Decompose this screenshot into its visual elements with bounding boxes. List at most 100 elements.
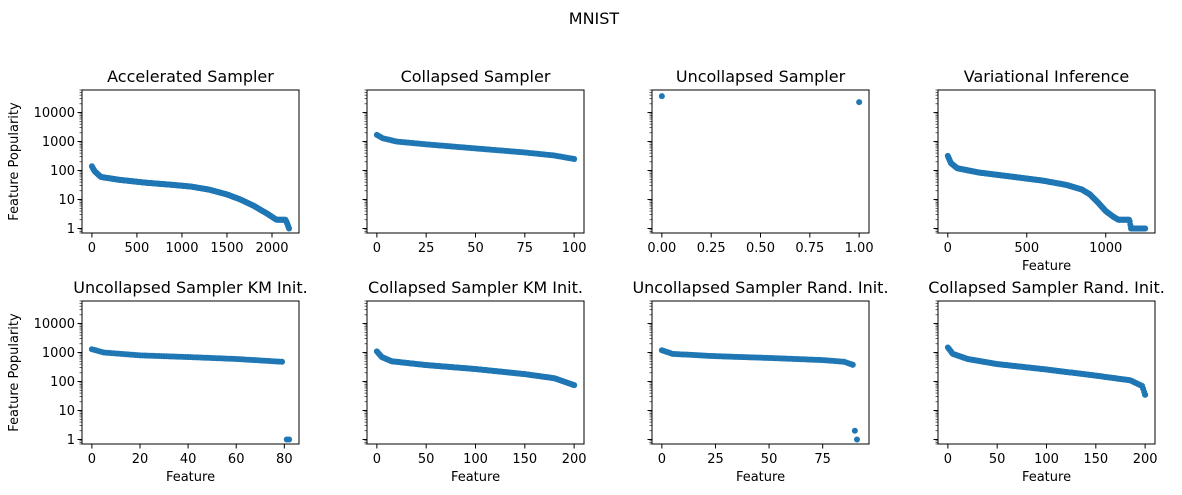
y-tick-label: 1000 [42, 135, 75, 150]
x-tick-label: 60 [228, 452, 245, 467]
x-tick-label: 0 [373, 241, 381, 256]
data-point [851, 427, 858, 434]
x-tick-label: 75 [814, 452, 831, 467]
subplot-7: Uncollapsed Sampler Rand. Init. 0 25 50 75 Fe… [632, 278, 888, 485]
axes-frame [81, 89, 300, 234]
x-tick-label: 40 [180, 452, 197, 467]
x-tick-label: 200 [1133, 452, 1158, 467]
x-tick-label: 25 [418, 241, 435, 256]
x-tick-label: 0 [944, 452, 952, 467]
x-tick-label: 2000 [255, 241, 288, 256]
x-tick-label: 80 [276, 452, 293, 467]
x-tick-label: 25 [707, 452, 724, 467]
data-point [658, 93, 665, 100]
x-tick-label: 50 [467, 241, 484, 256]
data-points [88, 163, 293, 232]
subplot-title: Accelerated Sampler [107, 67, 274, 86]
data-point [853, 436, 860, 443]
x-axis-label: Feature [736, 470, 785, 485]
y-tick-label: 10 [58, 193, 75, 208]
subplot-title: Uncollapsed Sampler [676, 67, 846, 86]
axes-frame [651, 300, 870, 445]
subplot-6: Collapsed Sampler KM Init. 0 50 100 150 200 Fe… [362, 278, 587, 485]
axes-frame [81, 300, 300, 445]
x-tick-label: 1000 [1089, 241, 1122, 256]
x-tick-label: 75 [517, 241, 534, 256]
x-tick-label: 0.50 [746, 241, 775, 256]
x-tick-label: 0 [373, 452, 381, 467]
data-point [286, 225, 293, 232]
data-points [658, 93, 863, 106]
x-tick-label: 150 [512, 452, 537, 467]
x-axis-label: Feature [1022, 259, 1071, 274]
x-tick-label: 0.75 [795, 241, 824, 256]
x-tick-label: 1.00 [845, 241, 874, 256]
data-point [856, 99, 863, 106]
x-tick-label: 50 [761, 452, 778, 467]
data-point [571, 156, 578, 162]
x-tick-label: 150 [1083, 452, 1108, 467]
data-point [849, 361, 856, 368]
subplot-4: Variational Inference 0 500 1000 Feature [933, 67, 1156, 274]
subplot-title: Collapsed Sampler Rand. Init. [928, 278, 1165, 297]
data-points [944, 152, 1149, 232]
data-points [944, 344, 1149, 398]
data-points [658, 347, 860, 443]
axes-frame [937, 89, 1156, 234]
subplot-8: Collapsed Sampler Rand. Init. 0 50 100 150 20… [928, 278, 1165, 485]
subplot-title: Variational Inference [964, 67, 1130, 86]
data-points [88, 346, 293, 443]
data-point [571, 382, 578, 389]
y-tick-label: 10000 [34, 106, 75, 121]
y-axis-label: Feature Popularity [7, 313, 22, 432]
subplot-title: Uncollapsed Sampler Rand. Init. [632, 278, 888, 297]
data-point [1142, 225, 1149, 232]
x-tick-label: 0.00 [647, 241, 676, 256]
subplot-2: Collapsed Sampler 0 25 50 75 100 [362, 67, 587, 256]
y-tick-label: 1 [67, 433, 75, 448]
x-tick-label: 0.25 [697, 241, 726, 256]
x-tick-label: 0 [944, 241, 952, 256]
y-tick-label: 1000 [42, 346, 75, 361]
x-tick-label: 100 [562, 241, 587, 256]
x-tick-label: 1500 [210, 241, 243, 256]
subplot-1: Accelerated Sampler 1 10 100 1000 10000 0 500 10… [7, 67, 300, 256]
figure-suptitle: MNIST [569, 9, 620, 28]
axes-frame [651, 89, 870, 234]
x-tick-label: 50 [989, 452, 1006, 467]
x-tick-label: 100 [463, 452, 488, 467]
y-tick-label: 100 [50, 164, 75, 179]
y-tick-label: 100 [50, 375, 75, 390]
data-point [286, 436, 293, 443]
axes-frame [937, 300, 1156, 445]
data-points [373, 348, 578, 389]
data-points [373, 131, 578, 162]
x-tick-label: 500 [1014, 241, 1039, 256]
x-tick-label: 20 [132, 452, 149, 467]
x-axis-label: Feature [166, 470, 215, 485]
y-axis-label: Feature Popularity [7, 102, 22, 221]
subplot-5: Uncollapsed Sampler KM Init. 1 10 100 1000 10… [7, 278, 308, 485]
axes-frame [366, 300, 585, 445]
x-tick-label: 100 [1034, 452, 1059, 467]
axes-frame [366, 89, 585, 234]
x-tick-label: 0 [88, 241, 96, 256]
x-tick-label: 200 [562, 452, 587, 467]
x-tick-label: 50 [418, 452, 435, 467]
subplot-title: Collapsed Sampler [401, 67, 551, 86]
x-tick-label: 0 [658, 452, 666, 467]
subplot-title: Collapsed Sampler KM Init. [368, 278, 583, 297]
y-tick-label: 10 [58, 404, 75, 419]
x-tick-label: 0 [88, 452, 96, 467]
x-tick-label: 1000 [165, 241, 198, 256]
y-tick-label: 1 [67, 222, 75, 237]
data-point [1142, 391, 1149, 398]
subplot-3: Uncollapsed Sampler 0.00 0.25 0.50 0.75 1.00 [647, 67, 873, 256]
x-tick-label: 500 [125, 241, 150, 256]
x-axis-label: Feature [1022, 470, 1071, 485]
x-axis-label: Feature [451, 470, 500, 485]
y-tick-label: 10000 [34, 317, 75, 332]
